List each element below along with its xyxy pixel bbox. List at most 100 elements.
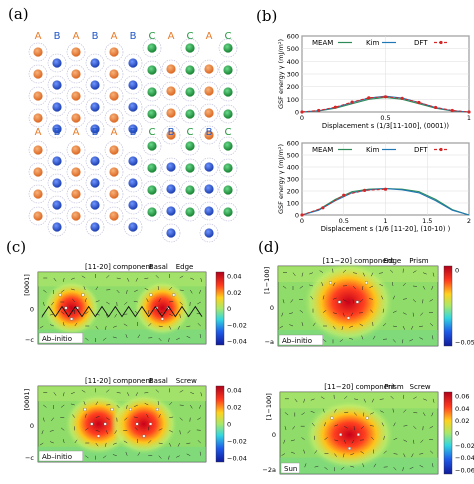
vector-arrow bbox=[413, 439, 415, 444]
vector-arrow bbox=[422, 272, 427, 275]
vector-arrow bbox=[169, 416, 174, 418]
vector-arrow bbox=[179, 313, 181, 318]
vector-arrow bbox=[334, 453, 337, 457]
vector-arrow bbox=[419, 325, 424, 327]
vector-arrow bbox=[158, 325, 163, 328]
vector-arrow bbox=[369, 298, 374, 300]
atom-A bbox=[166, 130, 176, 140]
colorbar-tick: 0.04 bbox=[227, 273, 241, 281]
vector-arrow bbox=[310, 295, 314, 300]
y-tick-label: 200 bbox=[287, 188, 299, 196]
vector-arrow bbox=[403, 425, 408, 427]
legend-label: MEAM bbox=[312, 39, 333, 47]
map-title: [11−20] component bbox=[324, 383, 395, 391]
vector-arrow bbox=[334, 439, 339, 442]
vector-arrow bbox=[144, 392, 149, 394]
vector-arrow bbox=[169, 286, 173, 291]
vector-arrow bbox=[39, 442, 44, 446]
dft-point bbox=[383, 95, 388, 99]
vector-arrow bbox=[53, 277, 57, 282]
vector-arrow bbox=[322, 295, 325, 300]
colorbar-tick: 0.06 bbox=[455, 393, 469, 401]
atom-shell bbox=[104, 64, 124, 84]
stacking-letter: C bbox=[225, 31, 232, 42]
vector-arrow bbox=[344, 425, 348, 429]
map-tag-screw: Screw bbox=[410, 383, 431, 391]
vector-arrow bbox=[158, 337, 162, 342]
vector-arrow bbox=[60, 289, 65, 293]
legend-label: Kim bbox=[366, 39, 380, 47]
vector-arrow bbox=[383, 450, 387, 454]
atom-shell bbox=[218, 82, 238, 102]
map-title: [11−20] component bbox=[323, 257, 394, 265]
vector-arrow bbox=[332, 312, 337, 315]
atom-shell bbox=[180, 38, 200, 58]
vector-arrow bbox=[332, 297, 337, 300]
atom-marker bbox=[64, 306, 68, 310]
stacking-sequence-panel: A B A B A B C A C A C A B A B A B C B C B C bbox=[28, 31, 238, 243]
map-tag-edge: Edge bbox=[176, 263, 194, 271]
atom-B bbox=[90, 200, 100, 210]
atom-shell bbox=[199, 59, 219, 79]
vector-arrow bbox=[135, 277, 138, 282]
stacking-letter: C bbox=[225, 127, 232, 138]
vector-arrow bbox=[431, 285, 434, 290]
vector-arrow bbox=[74, 439, 78, 444]
vector-arrow bbox=[148, 323, 152, 327]
atom-B bbox=[52, 178, 62, 188]
atom-B bbox=[166, 228, 176, 238]
atom-shell bbox=[47, 173, 67, 193]
atom-A bbox=[204, 130, 214, 140]
vector-arrow bbox=[412, 312, 414, 317]
stacking-letter: B bbox=[206, 127, 213, 138]
vector-arrow bbox=[186, 335, 191, 339]
stacking-letter: A bbox=[111, 127, 118, 138]
vector-arrow bbox=[62, 439, 65, 444]
vector-arrow bbox=[137, 452, 141, 456]
vector-arrow bbox=[324, 422, 326, 427]
vector-arrow bbox=[382, 308, 385, 313]
vector-arrow bbox=[390, 395, 394, 400]
vector-arrow bbox=[412, 299, 417, 303]
vector-arrow bbox=[169, 442, 172, 447]
vector-arrow bbox=[290, 439, 295, 442]
atom-A bbox=[33, 145, 43, 155]
atom-shell bbox=[199, 81, 219, 101]
vector-arrow bbox=[322, 310, 327, 313]
y-tick-label: 0 bbox=[295, 212, 299, 220]
stacking-letter: B bbox=[92, 31, 99, 42]
atom-shell bbox=[199, 179, 219, 199]
map-tag-edge: Edge bbox=[384, 257, 402, 265]
map-title: [11-20] component bbox=[85, 263, 153, 271]
vector-arrow bbox=[301, 437, 305, 441]
dft-point bbox=[400, 96, 404, 100]
legend-marker bbox=[439, 40, 443, 45]
atom-marker bbox=[330, 416, 334, 420]
atom-shell bbox=[66, 206, 86, 226]
atom-B bbox=[166, 206, 176, 216]
vector-arrow bbox=[83, 401, 86, 406]
colorbar bbox=[215, 385, 225, 463]
legend-marker bbox=[439, 147, 443, 152]
atom-marker bbox=[135, 422, 139, 426]
vector-arrow bbox=[155, 275, 159, 279]
vector-arrow bbox=[81, 275, 86, 279]
vector-arrow bbox=[158, 442, 163, 445]
vector-arrow bbox=[402, 312, 407, 315]
vector-arrow bbox=[432, 463, 434, 468]
gsf-chart-prism: 0 100 200 300 400 500 600 0 0.5 1 1.5 2 Displacement… bbox=[277, 140, 471, 234]
stacking-letter: C bbox=[187, 127, 194, 138]
vector-arrow bbox=[200, 277, 203, 282]
atom-A bbox=[204, 64, 214, 74]
colorbar-tick: 0 bbox=[455, 267, 459, 275]
vector-arrow bbox=[95, 430, 100, 432]
vector-arrow bbox=[281, 453, 286, 456]
vector-arrow bbox=[51, 301, 54, 306]
displacement-hotspot bbox=[43, 280, 101, 336]
vector-arrow bbox=[85, 311, 89, 315]
vector-arrow bbox=[322, 408, 325, 413]
vector-arrow bbox=[309, 284, 314, 287]
vector-arrow bbox=[74, 322, 78, 327]
vector-arrow bbox=[322, 339, 327, 342]
vector-arrow bbox=[158, 455, 162, 459]
